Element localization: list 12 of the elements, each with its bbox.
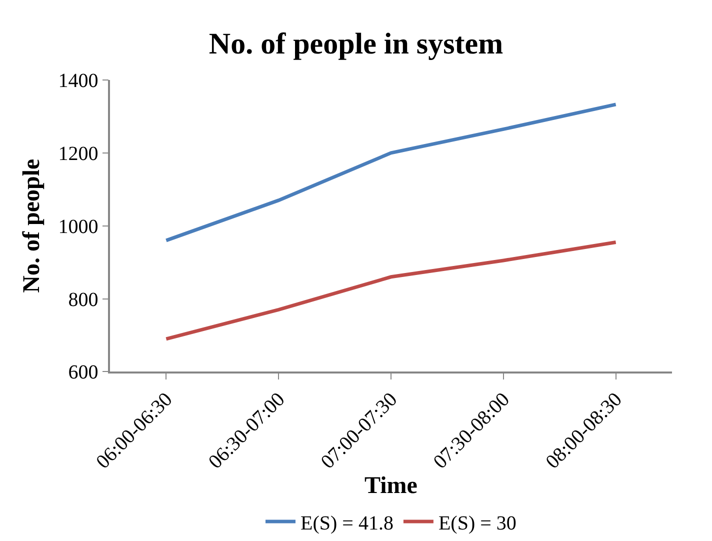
y-tick-label: 600 bbox=[68, 362, 98, 384]
legend-label: E(S) = 30 bbox=[438, 512, 516, 534]
y-axis-title: No. of people bbox=[18, 158, 45, 293]
y-tick-label: 1000 bbox=[58, 216, 98, 238]
y-tick-label: 1400 bbox=[58, 70, 98, 92]
x-axis-title: Time bbox=[364, 473, 418, 500]
y-tick-label: 800 bbox=[68, 288, 98, 311]
line-series bbox=[164, 102, 618, 242]
chart-title: No. of people in system bbox=[208, 27, 504, 60]
legend-label: E(S) = 41.8 bbox=[300, 512, 394, 534]
line-series bbox=[164, 240, 618, 341]
y-tick-label: 1200 bbox=[58, 142, 98, 165]
